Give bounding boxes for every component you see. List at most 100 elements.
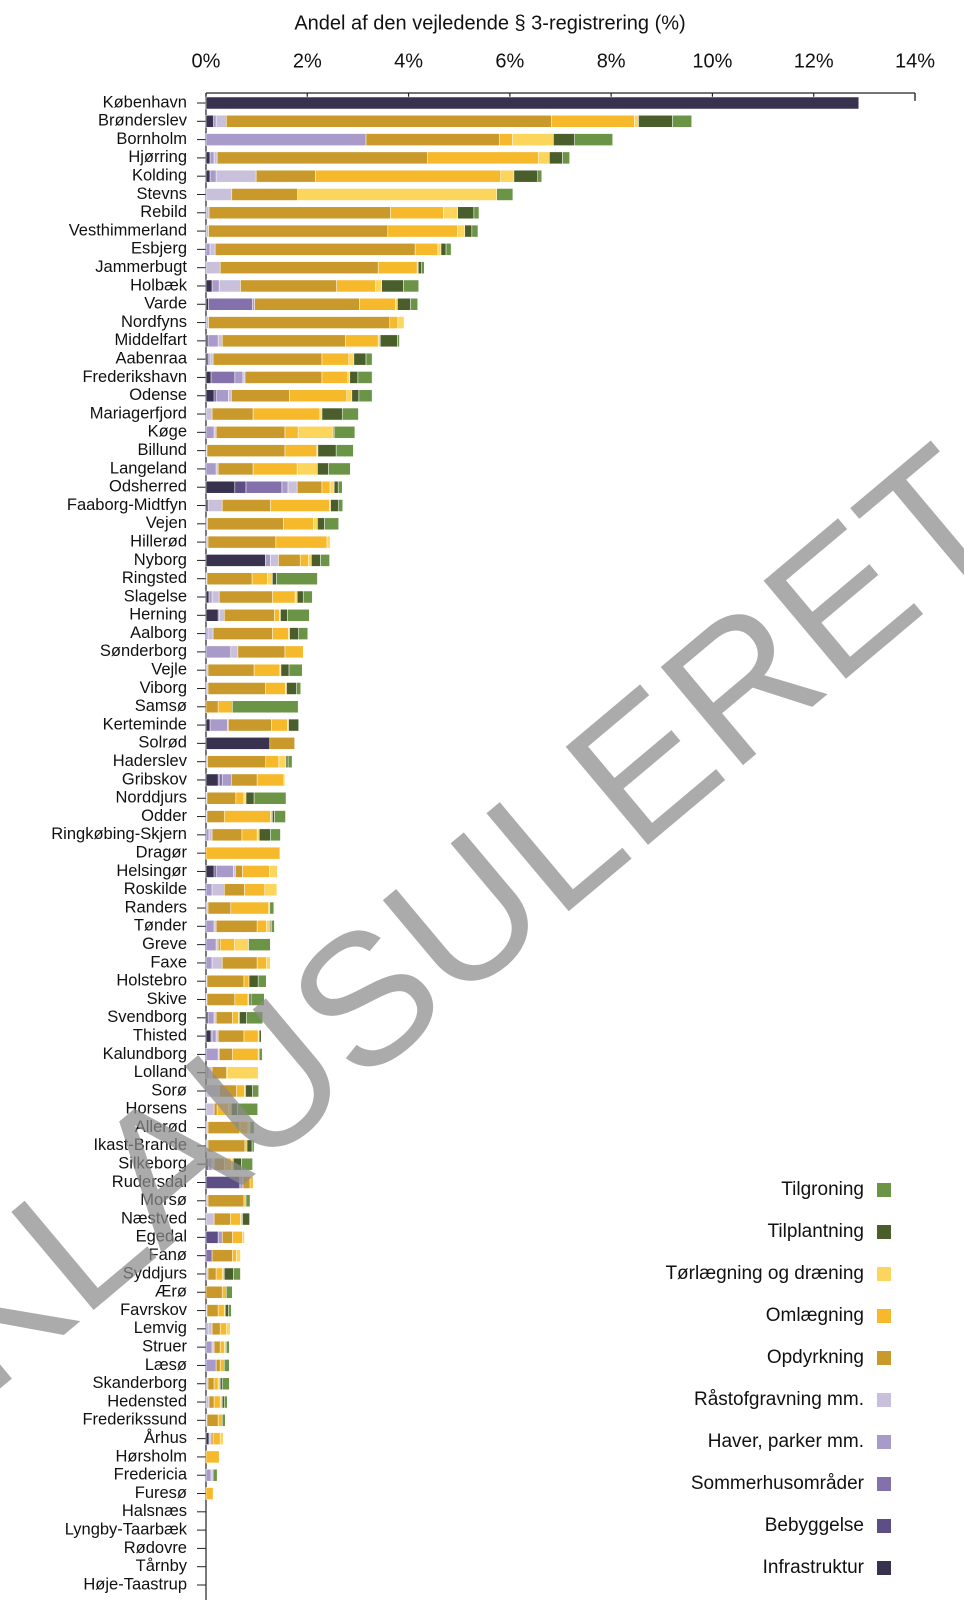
x-tick-label: 14% bbox=[895, 50, 935, 72]
bar-segment bbox=[246, 1011, 263, 1025]
y-tick-label: Slagelse bbox=[124, 587, 187, 605]
bar-segment bbox=[440, 243, 447, 256]
bar-segment bbox=[221, 334, 346, 348]
bar-segment bbox=[553, 133, 575, 146]
bar-segment bbox=[205, 1322, 209, 1336]
bar-segment bbox=[389, 316, 399, 329]
y-tick-label: Faxe bbox=[150, 953, 187, 971]
bar-segment bbox=[208, 590, 213, 604]
bar-segment bbox=[221, 1377, 230, 1390]
bar-segment bbox=[672, 115, 692, 128]
bar-segment bbox=[498, 133, 513, 146]
bar-segment bbox=[317, 517, 325, 531]
bar-segment bbox=[212, 1432, 221, 1445]
bar-segment bbox=[205, 96, 860, 110]
y-tick-label: Ringkøbing-Skjern bbox=[51, 825, 187, 843]
bar-segment bbox=[270, 499, 330, 512]
legend-swatch bbox=[877, 1561, 891, 1575]
bar-segment bbox=[283, 517, 314, 531]
y-tick-label: Ærø bbox=[155, 1283, 187, 1301]
bar-segment bbox=[205, 901, 209, 915]
bar-segment bbox=[205, 115, 214, 128]
bar-segment bbox=[242, 1212, 250, 1226]
bar-segment bbox=[280, 609, 288, 622]
bar-segment bbox=[278, 755, 287, 768]
legend-swatch bbox=[877, 1183, 891, 1197]
bar-segment bbox=[215, 865, 234, 878]
y-tick-label: Odder bbox=[141, 807, 187, 825]
bar-segment bbox=[205, 1340, 213, 1354]
bar-segment bbox=[207, 352, 211, 366]
bar-segment bbox=[230, 645, 239, 659]
bar-segment bbox=[437, 243, 442, 256]
bar-segment bbox=[249, 1176, 254, 1189]
y-tick-label: Haderslev bbox=[113, 752, 188, 770]
y-tick-label: Thisted bbox=[133, 1026, 187, 1044]
y-tick-label: Århus bbox=[144, 1428, 187, 1447]
bar-segment bbox=[219, 1395, 223, 1409]
bar-segment bbox=[252, 407, 321, 421]
y-tick-label: Herning bbox=[129, 606, 187, 624]
x-tick-label: 2% bbox=[293, 50, 322, 72]
bar-segment bbox=[215, 169, 257, 183]
bar-segment bbox=[230, 901, 270, 915]
bar-segment bbox=[223, 883, 245, 896]
bar-segment bbox=[275, 535, 328, 549]
bar-segment bbox=[333, 480, 339, 494]
bar-segment bbox=[205, 298, 209, 311]
bar-segment bbox=[205, 133, 367, 146]
y-tick-label: Dragør bbox=[136, 844, 188, 862]
y-tick-label: Tønder bbox=[134, 917, 188, 935]
bar-segment bbox=[574, 133, 613, 146]
y-tick-label: Kalundborg bbox=[103, 1045, 187, 1063]
bar-segment bbox=[212, 627, 273, 640]
bar-segment bbox=[209, 352, 214, 366]
bar-segment bbox=[249, 1121, 255, 1134]
bar-segment bbox=[221, 499, 271, 512]
bar-segment bbox=[205, 1286, 223, 1299]
bar-segment bbox=[638, 115, 673, 128]
y-tick-label: Stevns bbox=[137, 185, 187, 203]
bar-segment bbox=[205, 1395, 210, 1409]
bar-segment bbox=[284, 645, 304, 659]
bar-segment bbox=[427, 151, 539, 165]
y-tick-label: Faaborg-Midtfyn bbox=[67, 496, 187, 514]
bar-segment bbox=[211, 407, 254, 421]
y-tick-label: Randers bbox=[125, 898, 187, 916]
bar-segment bbox=[216, 151, 428, 165]
x-tick-label: 0% bbox=[192, 50, 221, 72]
bar-segment bbox=[266, 956, 271, 970]
bar-segment bbox=[205, 169, 211, 183]
bar-segment bbox=[205, 938, 217, 951]
y-tick-label: Kerteminde bbox=[103, 715, 187, 733]
bar-segment bbox=[207, 535, 277, 549]
bar-segment bbox=[234, 938, 249, 951]
bar-segment bbox=[219, 1322, 227, 1336]
y-tick-label: Høje-Taastrup bbox=[83, 1575, 187, 1593]
x-axis-title: Andel af den vejledende § 3-registrering… bbox=[294, 12, 685, 34]
bar-segment bbox=[205, 773, 219, 787]
bar-segment bbox=[324, 517, 339, 531]
bar-segment bbox=[315, 169, 501, 183]
bar-segment bbox=[223, 1395, 228, 1409]
bar-segment bbox=[251, 572, 268, 585]
bar-segment bbox=[205, 828, 210, 842]
bar-segment bbox=[217, 462, 254, 476]
bar-segment bbox=[254, 298, 360, 311]
bar-segment bbox=[237, 645, 286, 659]
bar-segment bbox=[335, 444, 354, 457]
bar-segment bbox=[205, 1267, 209, 1281]
y-tick-label: Aabenraa bbox=[115, 350, 187, 368]
bar-segment bbox=[417, 261, 422, 274]
bar-segment bbox=[464, 224, 473, 238]
bar-segment bbox=[211, 590, 220, 604]
bar-segment bbox=[250, 993, 265, 1006]
bar-segment bbox=[265, 755, 280, 768]
bar-segment bbox=[284, 426, 299, 439]
bar-segment bbox=[211, 1322, 221, 1336]
y-tick-label: København bbox=[103, 93, 187, 111]
bar-segment bbox=[207, 901, 232, 915]
bar-segment bbox=[215, 1359, 221, 1372]
bar-segment bbox=[223, 1267, 234, 1281]
bar-segment bbox=[223, 609, 275, 622]
